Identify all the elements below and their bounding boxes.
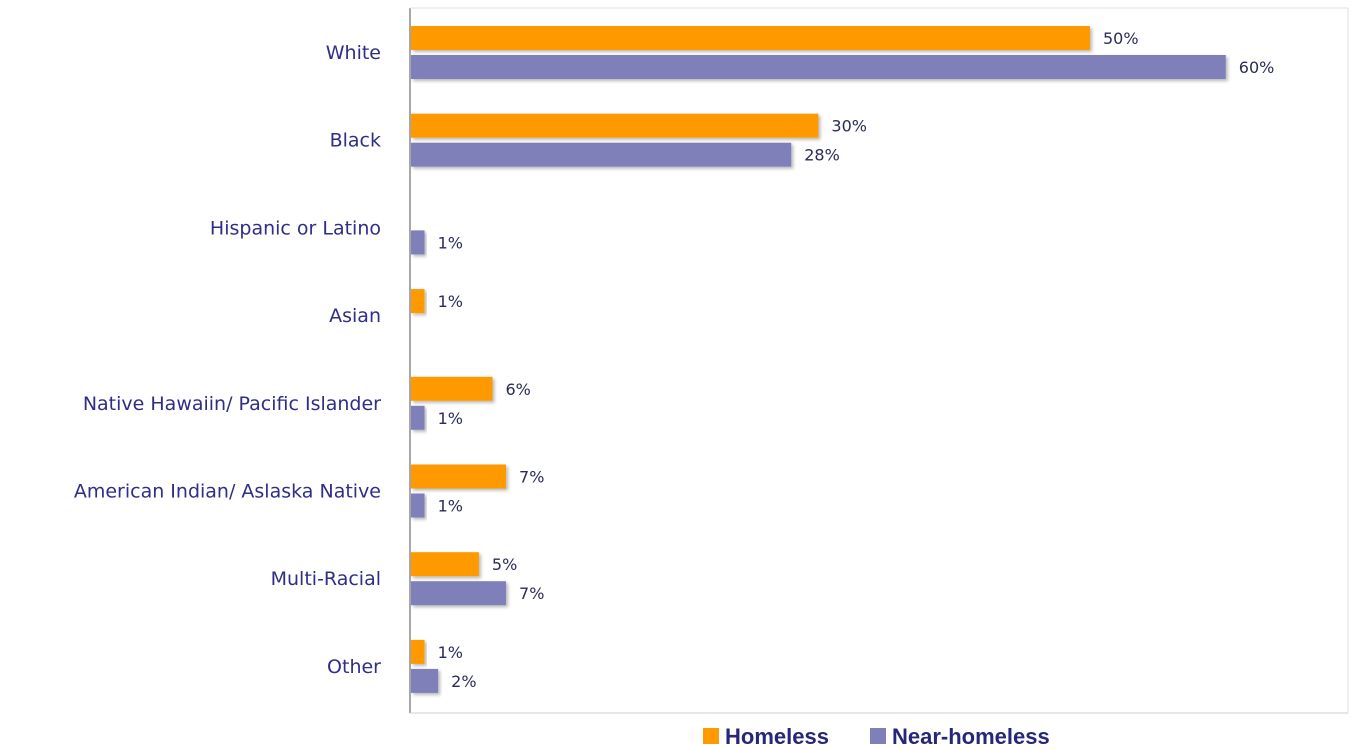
bar-homeless: [411, 289, 425, 314]
data-label: 60%: [1239, 58, 1275, 77]
data-label: 30%: [831, 117, 867, 136]
category-label: Black: [330, 130, 381, 152]
category-label: Asian: [329, 305, 381, 327]
bar-homeless: [411, 464, 507, 489]
data-label: 5%: [492, 555, 517, 574]
data-label: 1%: [438, 497, 463, 516]
category-label: American Indian/ Aslaska Native: [74, 481, 381, 503]
bar-near-homeless: [411, 142, 792, 167]
legend-label-homeless: Homeless: [725, 724, 829, 749]
category-label: White: [326, 42, 381, 64]
bar-near-homeless: [411, 581, 507, 606]
bar-near-homeless: [411, 668, 439, 693]
category-label: Other: [327, 656, 381, 678]
data-label: 50%: [1103, 29, 1139, 48]
category-label: Hispanic or Latino: [210, 217, 381, 239]
category-label: Multi-Racial: [271, 568, 381, 590]
legend-swatch-homeless: [703, 728, 719, 744]
bar-homeless: [411, 552, 479, 577]
data-label: 1%: [438, 292, 463, 311]
data-label: 7%: [519, 468, 544, 487]
data-label: 6%: [505, 380, 530, 399]
bar-homeless: [411, 376, 493, 401]
legend: Homeless Near-homeless: [703, 724, 1050, 749]
bar-near-homeless: [411, 230, 425, 255]
data-label: 1%: [438, 233, 463, 252]
category-label: Native Hawaiin/ Pacific Islander: [83, 393, 381, 415]
bar-homeless: [411, 26, 1090, 50]
bar-near-homeless: [411, 493, 425, 518]
data-label: 2%: [451, 672, 476, 691]
legend-swatch-near-homeless: [870, 728, 886, 744]
data-label: 1%: [438, 643, 463, 662]
data-label: 1%: [438, 409, 463, 428]
bar-near-homeless: [411, 405, 425, 430]
bar-homeless: [411, 113, 819, 138]
data-label: 7%: [519, 584, 544, 603]
bar-homeless: [411, 639, 425, 664]
bar-near-homeless: [411, 55, 1226, 79]
data-label: 28%: [804, 146, 840, 165]
legend-label-near-homeless: Near-homeless: [892, 724, 1050, 749]
